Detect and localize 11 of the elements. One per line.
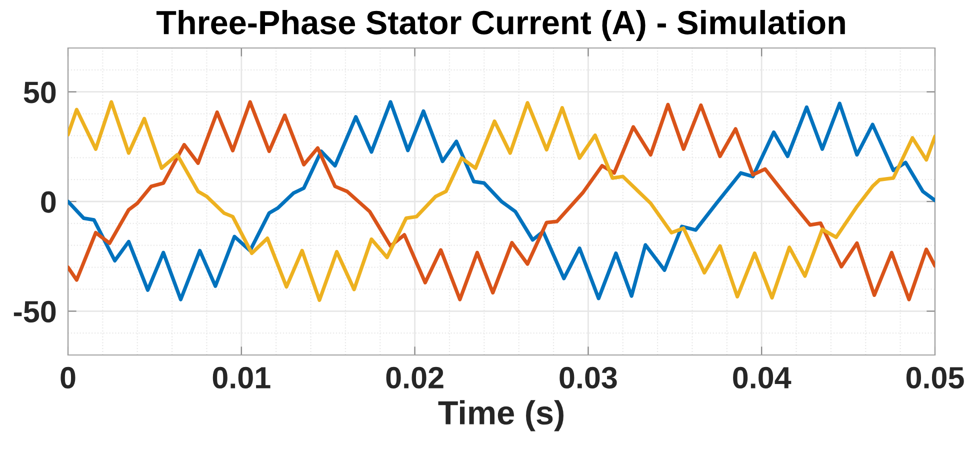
y-tick-label: 0 <box>41 191 56 213</box>
x-tick-label: 0.05 <box>906 366 964 389</box>
x-tick-label: 0.04 <box>733 366 792 389</box>
x-tick-label: 0 <box>60 366 76 389</box>
x-tick-label: 0.02 <box>386 366 444 389</box>
y-tick-label: 50 <box>24 82 56 104</box>
chart-title: Three-Phase Stator Current (A) - Simulation <box>156 10 845 42</box>
x-tick-label: 0.03 <box>560 366 617 389</box>
y-tick-label: -50 <box>14 300 56 323</box>
x-axis-title: Time (s) <box>438 400 564 432</box>
x-tick-label: 0.01 <box>212 366 270 389</box>
